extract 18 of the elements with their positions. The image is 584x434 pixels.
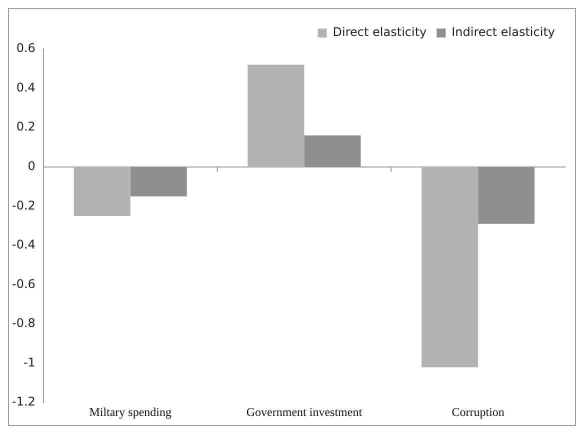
y-tick-label: -1.2 bbox=[12, 394, 36, 409]
y-tick-label: -0.4 bbox=[12, 238, 36, 252]
y-tick-label: 0.4 bbox=[16, 80, 36, 94]
y-tick-label: -0.8 bbox=[12, 316, 36, 330]
bar bbox=[248, 64, 304, 167]
y-tick-label: 0 bbox=[28, 158, 36, 173]
bar bbox=[74, 166, 130, 216]
x-tick-label: Corruption bbox=[452, 404, 504, 419]
legend-label: Indirect elasticity bbox=[452, 25, 556, 40]
y-tick-label: -0.2 bbox=[12, 198, 36, 212]
bar bbox=[422, 166, 478, 368]
x-tick-label: Miltary spending bbox=[89, 404, 172, 419]
y-tick-label: 0.6 bbox=[16, 41, 36, 56]
x-tick-label: Government investment bbox=[246, 404, 363, 419]
y-tick-label: -1 bbox=[23, 355, 36, 370]
y-tick-label: 0.2 bbox=[16, 120, 36, 134]
y-tick-label: -0.6 bbox=[12, 276, 36, 291]
legend-label: Direct elasticity bbox=[332, 25, 427, 40]
